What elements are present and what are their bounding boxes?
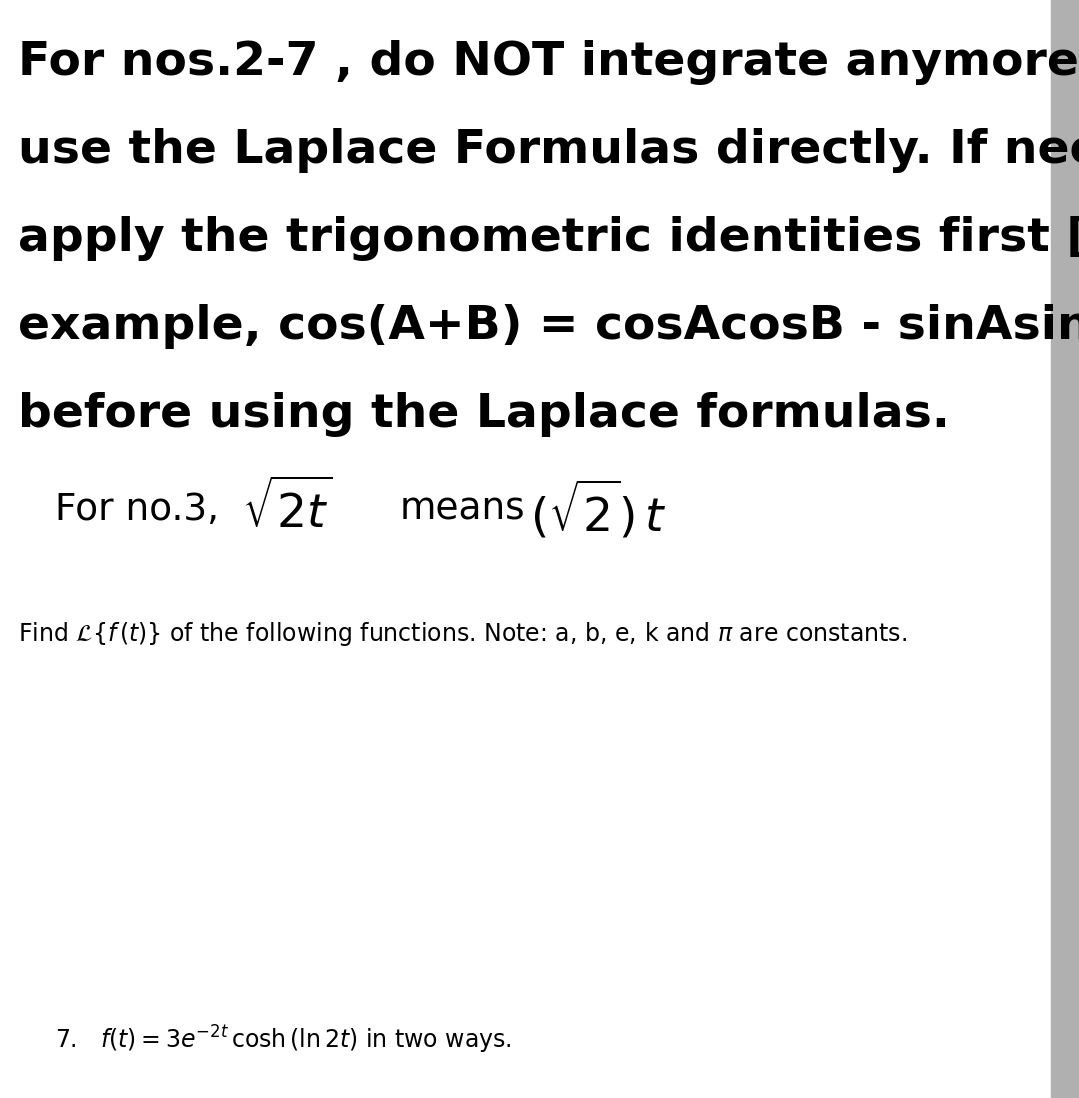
Text: apply the trigonometric identities first [ For: apply the trigonometric identities first… xyxy=(18,216,1079,261)
Text: For nos.2-7 , do NOT integrate anymore. Just: For nos.2-7 , do NOT integrate anymore. … xyxy=(18,40,1079,85)
Text: before using the Laplace formulas.: before using the Laplace formulas. xyxy=(18,392,950,437)
Text: example, cos(A+B) = cosAcosB - sinAsinB ]: example, cos(A+B) = cosAcosB - sinAsinB … xyxy=(18,304,1079,349)
Text: $f(t) = 3e^{-2t}\,\cosh\left(\ln 2t\right)$ in two ways.: $f(t) = 3e^{-2t}\,\cosh\left(\ln 2t\righ… xyxy=(100,1024,511,1056)
Text: 7.: 7. xyxy=(55,1028,78,1052)
Text: $\sqrt{2t}$: $\sqrt{2t}$ xyxy=(242,481,333,538)
Text: means: means xyxy=(400,492,525,528)
Text: $(\sqrt{2})\,t$: $(\sqrt{2})\,t$ xyxy=(530,479,667,541)
Bar xyxy=(1051,0,1079,1098)
Text: use the Laplace Formulas directly. If needed,: use the Laplace Formulas directly. If ne… xyxy=(18,128,1079,173)
Text: For no.3,: For no.3, xyxy=(55,492,219,528)
Text: Find $\mathcal{L}\{f\,(t)\}$ of the following functions. Note: a, b, e, k and $\: Find $\mathcal{L}\{f\,(t)\}$ of the foll… xyxy=(18,620,907,648)
